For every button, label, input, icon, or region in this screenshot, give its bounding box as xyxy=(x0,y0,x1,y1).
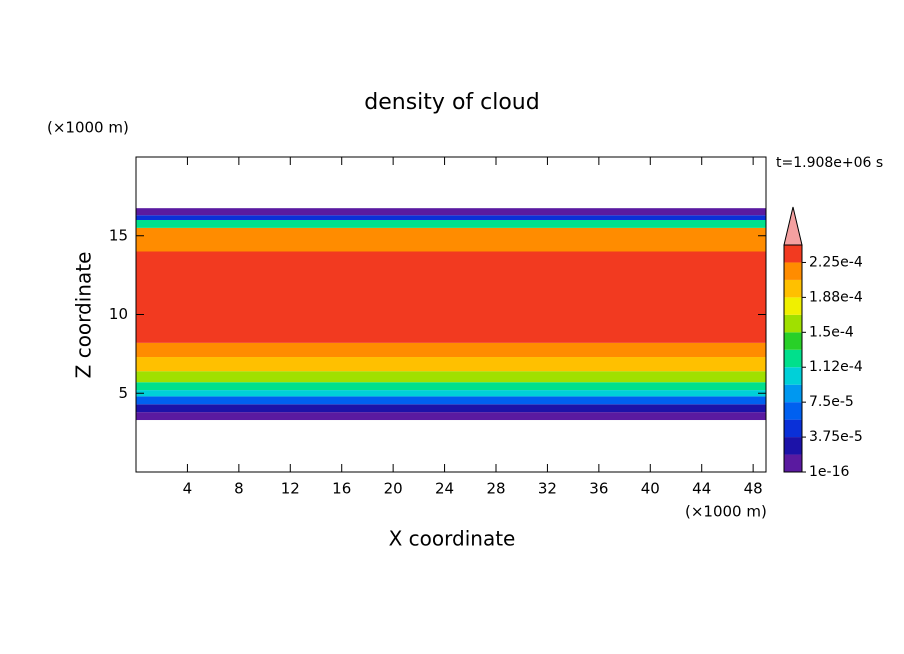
colorbar-band xyxy=(784,349,802,368)
y-unit: (×1000 m) xyxy=(47,119,129,137)
colorbar-band xyxy=(784,367,802,385)
x-tick-label: 48 xyxy=(744,480,763,498)
contour-band xyxy=(136,220,766,228)
colorbar-frame xyxy=(783,244,803,473)
x-tick-label: 28 xyxy=(486,480,505,498)
x-unit: (×1000 m) xyxy=(685,503,767,521)
chart-title: density of cloud xyxy=(364,90,539,115)
contour-band xyxy=(136,208,766,216)
contour-band xyxy=(136,404,766,413)
colorbar-tick-label: 1e-16 xyxy=(809,464,849,480)
x-tick-label: 16 xyxy=(332,480,351,498)
x-tick-label: 12 xyxy=(281,480,300,498)
colorbar-extend xyxy=(783,206,803,246)
x-tick-label: 36 xyxy=(589,480,608,498)
contour-band xyxy=(136,396,766,405)
colorbar-band xyxy=(784,314,802,333)
contour-band xyxy=(136,371,766,383)
y-tick-label: 5 xyxy=(118,384,128,402)
colorbar-band xyxy=(784,297,802,315)
colorbar-band xyxy=(784,437,802,455)
contour-band xyxy=(136,382,766,391)
x-tick-label: 8 xyxy=(234,480,244,498)
contour-band xyxy=(136,251,766,343)
contour-band xyxy=(136,357,766,372)
contour-band xyxy=(136,412,766,421)
y-tick-label: 10 xyxy=(109,305,128,323)
colorbar-band xyxy=(784,262,802,280)
contour-band xyxy=(136,215,766,220)
x-tick-label: 40 xyxy=(641,480,660,498)
colorbar-tick-label: 2.25e-4 xyxy=(809,254,863,270)
x-axis-label: X coordinate xyxy=(389,527,516,551)
contour-band xyxy=(136,227,766,252)
colorbar-tick-label: 3.75e-5 xyxy=(809,429,863,445)
y-axis-label: Z coordinate xyxy=(72,252,96,379)
contour-band xyxy=(136,390,766,397)
colorbar-tick-label: 1.5e-4 xyxy=(809,324,854,340)
x-tick-label: 32 xyxy=(538,480,557,498)
colorbar-band xyxy=(784,419,802,438)
x-tick-label: 4 xyxy=(183,480,193,498)
colorbar-tick-label: 7.5e-5 xyxy=(809,394,854,410)
contour-band xyxy=(136,342,766,358)
colorbar-band xyxy=(784,279,802,298)
y-tick-label: 15 xyxy=(109,226,128,244)
x-tick-label: 24 xyxy=(435,480,454,498)
colorbar-tick-label: 1.12e-4 xyxy=(809,359,863,375)
colorbar-band xyxy=(784,245,802,263)
colorbar-band xyxy=(784,402,802,420)
colorbar-tick-label: 1.88e-4 xyxy=(809,289,863,305)
time-label: t=1.908e+06 s xyxy=(776,155,883,171)
colorbar-band xyxy=(784,454,802,472)
x-tick-label: 44 xyxy=(692,480,711,498)
colorbar-band xyxy=(784,332,802,350)
colorbar-band xyxy=(784,384,802,403)
x-tick-label: 20 xyxy=(384,480,403,498)
